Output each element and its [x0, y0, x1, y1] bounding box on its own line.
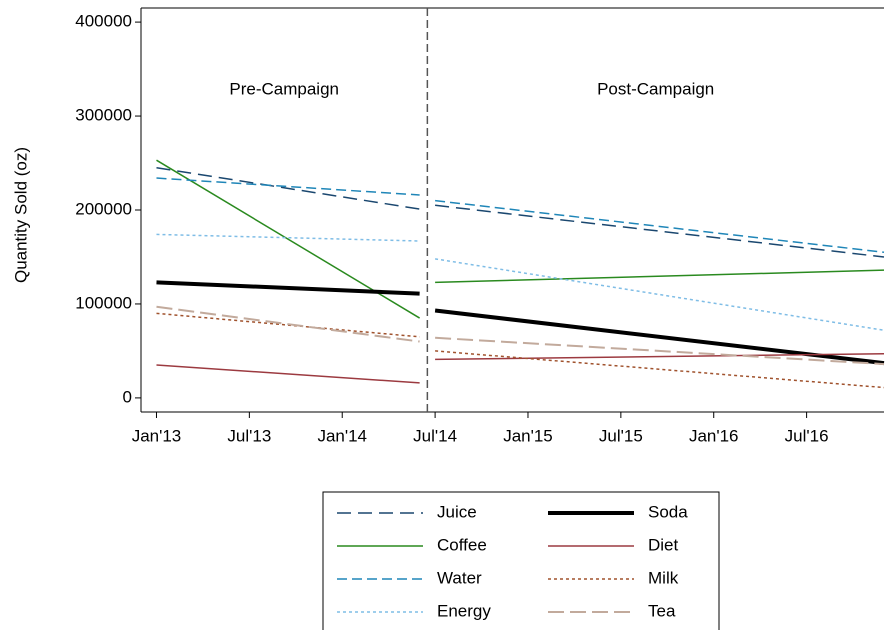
x-tick-label: Jul'14 [413, 426, 457, 445]
annotation: Post-Campaign [597, 79, 714, 98]
legend-label: Milk [648, 568, 679, 587]
series-line [156, 233, 420, 242]
x-tick-label: Jan'13 [132, 426, 182, 445]
y-tick-label: 400000 [75, 12, 132, 31]
series-line [156, 280, 420, 296]
series-line [156, 166, 420, 210]
x-tick-label: Jan'15 [503, 426, 553, 445]
annotation: Pre-Campaign [229, 79, 339, 98]
series-line [156, 177, 420, 196]
legend-label: Tea [648, 601, 676, 620]
series-line [434, 258, 885, 332]
legend-label: Juice [437, 502, 477, 521]
series-line [435, 269, 885, 284]
legend-label: Water [437, 568, 482, 587]
legend-label: Diet [648, 535, 679, 554]
series-line [156, 364, 420, 384]
y-tick-label: 200000 [75, 199, 132, 218]
legend-label: Coffee [437, 535, 487, 554]
series-line [435, 199, 885, 254]
legend-label: Soda [648, 502, 688, 521]
y-tick-label: 300000 [75, 106, 132, 125]
series-line [435, 336, 885, 366]
series-line [435, 204, 885, 258]
y-axis-label: Quantity Sold (oz) [11, 147, 30, 283]
legend-box [322, 491, 720, 630]
x-tick-label: Jul'15 [599, 426, 643, 445]
series-line [156, 305, 420, 343]
y-tick-label: 100000 [75, 293, 132, 312]
series-line [435, 352, 885, 361]
y-tick-label: 0 [123, 387, 132, 406]
x-tick-label: Jul'16 [785, 426, 829, 445]
legend-label: Energy [437, 601, 491, 620]
x-tick-label: Jan'16 [689, 426, 739, 445]
x-tick-label: Jan'14 [317, 426, 367, 445]
x-tick-label: Jul'13 [227, 426, 271, 445]
series-line [156, 159, 421, 319]
